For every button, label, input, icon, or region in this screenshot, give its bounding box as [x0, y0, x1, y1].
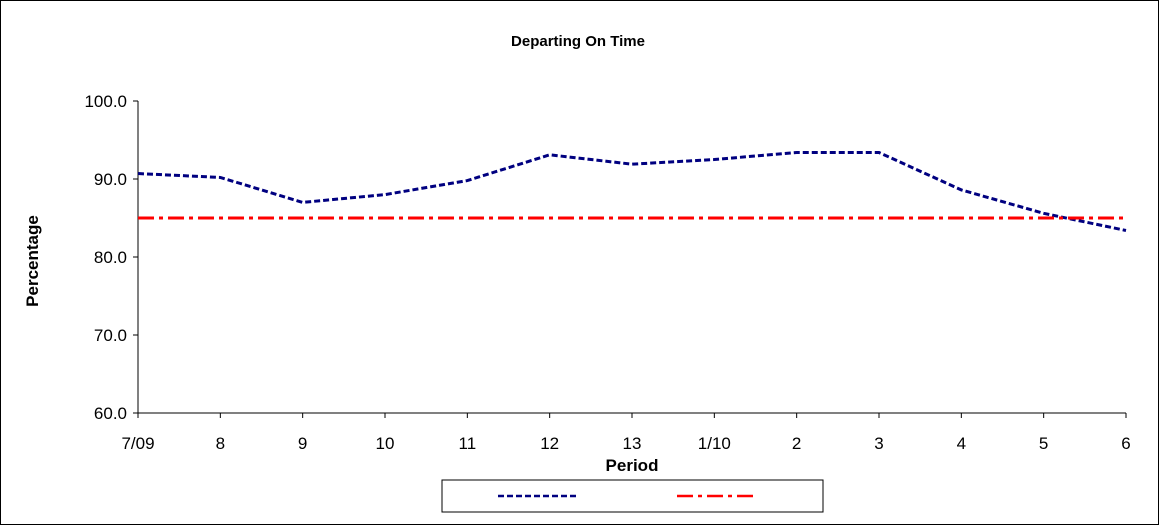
series-line-0 [137, 150, 1127, 232]
y-tick-label: 90.0 [94, 170, 127, 189]
chart-title: Departing On Time [511, 33, 645, 50]
x-tick-label: 3 [874, 434, 883, 453]
axes: 60.0 70.0 80.0 90.0 100.0 7/09 8 9 10 11 12 13 1/10 2… [84, 92, 1130, 453]
y-axis-title: Percentage [23, 215, 42, 307]
y-tick-label: 60.0 [94, 404, 127, 423]
plot-area [137, 150, 1127, 232]
x-tick-label: 2 [792, 434, 801, 453]
legend-box [441, 479, 824, 513]
x-tick-label: 9 [298, 434, 307, 453]
y-tick-label: 100.0 [84, 92, 127, 111]
x-tick-label: 1/10 [698, 434, 731, 453]
x-tick-label: 12 [540, 434, 559, 453]
x-tick-label: 7/09 [121, 434, 154, 453]
x-tick-label: 11 [459, 434, 477, 453]
y-tick-label: 70.0 [94, 326, 127, 345]
x-tick-label: 5 [1039, 434, 1048, 453]
x-tick-label: 4 [957, 434, 966, 453]
legend [441, 479, 824, 513]
x-tick-label: 8 [216, 434, 225, 453]
x-axis-title: Period [606, 456, 659, 475]
x-tick-label: 10 [376, 434, 395, 453]
x-tick-label: 6 [1121, 434, 1130, 453]
y-tick-label: 80.0 [94, 248, 127, 267]
x-tick-label: 13 [623, 434, 642, 453]
